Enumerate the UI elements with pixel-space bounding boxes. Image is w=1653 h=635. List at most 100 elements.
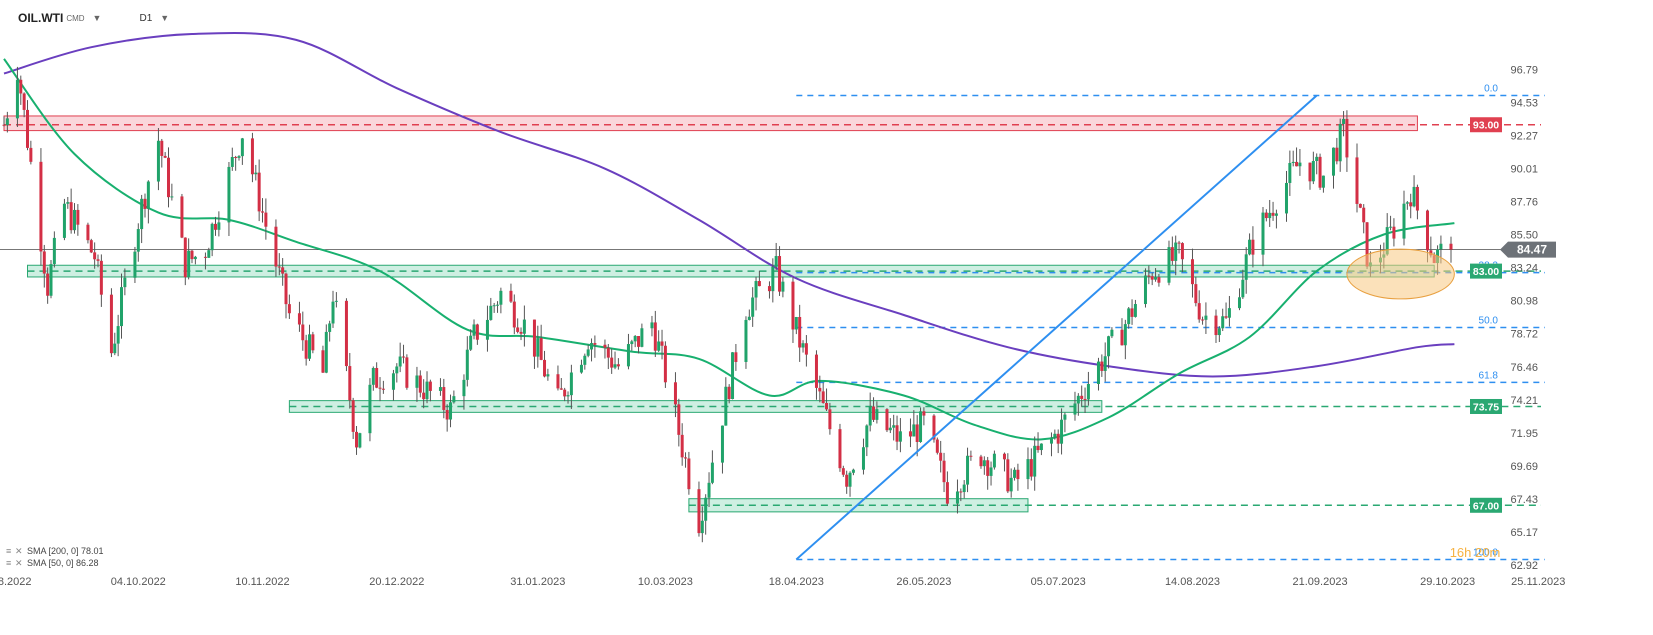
candle-bear [297,313,301,325]
y-tick-label: 94.53 [1510,97,1538,109]
candle-bear [160,140,164,156]
candle-bull [146,181,150,209]
candle-bull [586,349,590,356]
candle-bull [710,462,714,483]
candle-bear [93,252,97,260]
candle-bear [663,345,667,383]
fib-level-label: 100.0 [1473,547,1498,558]
candle-bull [113,343,117,354]
candle-bear [1006,459,1010,492]
candle-bear [180,196,184,238]
candle-bull [465,349,469,380]
candle-bear [234,157,238,159]
y-tick-label: 76.46 [1510,362,1538,374]
candle-bull [1086,383,1090,400]
x-tick-label: 26.05.2023 [896,576,951,588]
candle-bull [731,352,735,400]
symbol-type: CMD [66,13,85,23]
candle-bear [344,300,348,367]
candle-bull [472,324,476,336]
candle-bull [865,425,869,448]
candle-bear [767,286,771,292]
candle-bull [1110,329,1114,337]
candle-bear [281,267,285,274]
candle-bear [606,347,610,358]
support-zone [27,264,1435,278]
candle-bull [49,264,53,296]
candle-bull [774,256,778,267]
candle-bull [1268,212,1272,219]
timeframe-selector[interactable]: D1 [139,12,153,24]
candle-bear [680,434,684,458]
candle-bull [657,341,661,351]
candle-bear [516,327,520,332]
candle-bull [1039,443,1043,451]
candle-bull [1103,356,1107,371]
candle-bull [633,336,637,342]
candle-bull [193,256,197,260]
candle-bull [1284,182,1288,214]
candle-bear [284,273,288,305]
candle-bull [962,484,966,493]
symbol-dropdown-icon[interactable]: ▼ [92,13,102,23]
y-tick-label: 90.01 [1510,164,1538,176]
candle-bull [1009,477,1013,492]
candle-bear [673,382,677,405]
sma50-line [3,58,1455,441]
candle-bull [116,326,120,344]
y-tick-label: 71.95 [1510,428,1538,440]
candle-bull [966,455,970,485]
candle-bear [778,256,782,292]
candle-bull [982,460,986,467]
candle-bull [499,290,503,305]
timeframe-dropdown-icon[interactable]: ▼ [160,13,170,23]
candle-bull [626,344,630,367]
candle-bull [1026,459,1030,480]
candle-bull [1338,123,1342,162]
candle-bull [52,237,56,265]
candle-bear [687,458,691,490]
candle-bear [539,338,543,360]
y-tick-label: 67.43 [1510,494,1538,506]
candle-bull [1291,161,1295,164]
fib-level-label: 61.8 [1479,370,1499,381]
candle-bull [496,304,500,306]
candle-bear [287,304,291,314]
candle-bear [2,124,6,126]
candle-bear [1358,203,1362,208]
candle-bull [720,425,724,463]
x-tick-label: 14.08.2023 [1165,576,1220,588]
candle-bull [522,319,526,334]
candle-bull [848,472,852,487]
x-tick-label: 04.10.2022 [111,576,166,588]
candle-bull [801,343,805,348]
candle-bull [861,447,865,470]
candle-bear [1449,243,1453,250]
candle-bear [532,319,536,357]
candle-bear [1100,361,1104,371]
candle-bull [1033,445,1037,477]
candle-bull [66,202,70,204]
legend-menu-icon: ≡ [6,558,11,568]
candle-bear [1080,395,1084,399]
candle-bear [818,387,822,392]
candle-bull [1107,336,1111,357]
candle-bull [630,341,634,345]
symbol-name[interactable]: OIL.WTI [18,11,64,25]
candle-bear [351,400,355,432]
candle-bear [556,374,560,389]
candle-bear [841,468,845,475]
candle-bear [109,294,113,354]
candle-bear [1345,118,1349,158]
candle-bull [1402,203,1406,239]
candle-bull [1133,304,1137,317]
candle-bull [156,140,160,182]
candle-bull [989,467,993,476]
candle-bull [308,334,312,359]
candle-bull [747,316,751,320]
candle-bear [1365,222,1369,267]
candle-bear [428,381,432,391]
candle-bear [190,250,194,260]
